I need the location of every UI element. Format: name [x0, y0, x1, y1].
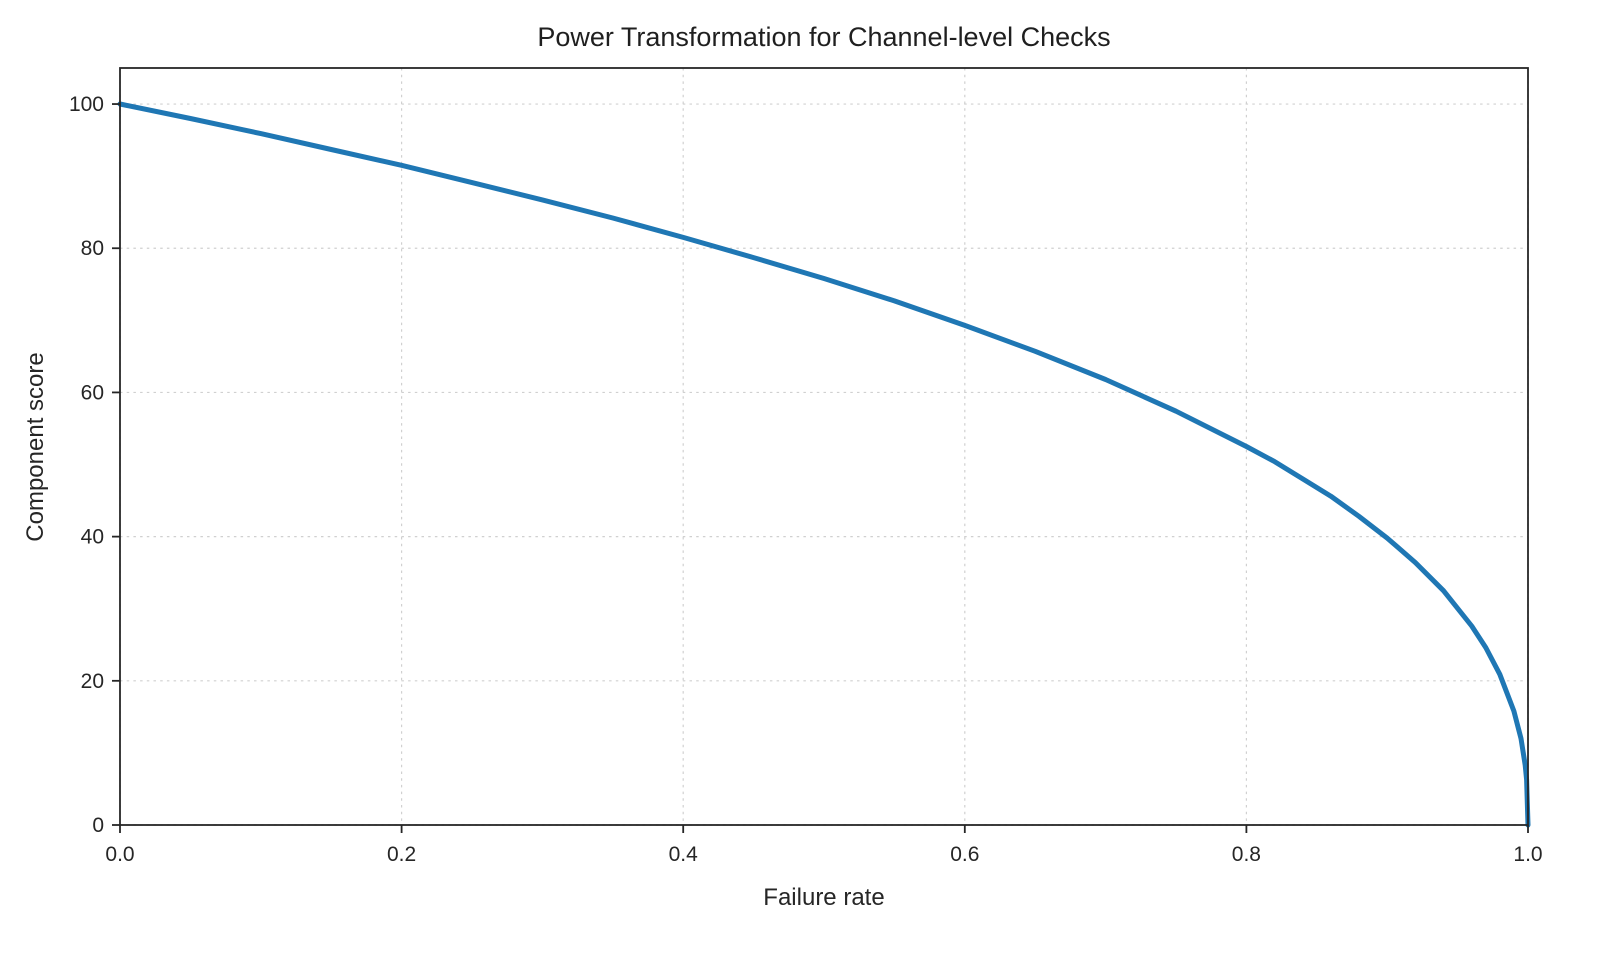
y-tick-label: 100 [69, 93, 104, 116]
data-line [117, 101, 1531, 828]
x-tick-label: 1.0 [1513, 843, 1542, 866]
y-tick-label: 40 [81, 526, 104, 549]
x-tick-label: 0.8 [1232, 843, 1261, 866]
y-axis-label: Component score [22, 352, 49, 542]
x-tick-label: 0.6 [950, 843, 979, 866]
x-axis-label: Failure rate [763, 884, 885, 911]
y-tick-label: 60 [81, 381, 104, 404]
x-tick-label: 0.0 [105, 843, 134, 866]
x-tick-label: 0.4 [669, 843, 699, 866]
axes-spines [119, 67, 1529, 826]
y-tick-label: 20 [81, 670, 104, 693]
y-tick-label: 0 [92, 814, 104, 837]
y-tick-label: 80 [81, 237, 104, 260]
x-tick-label: 0.2 [387, 843, 416, 866]
chart-title: Power Transformation for Channel-level C… [537, 22, 1111, 52]
